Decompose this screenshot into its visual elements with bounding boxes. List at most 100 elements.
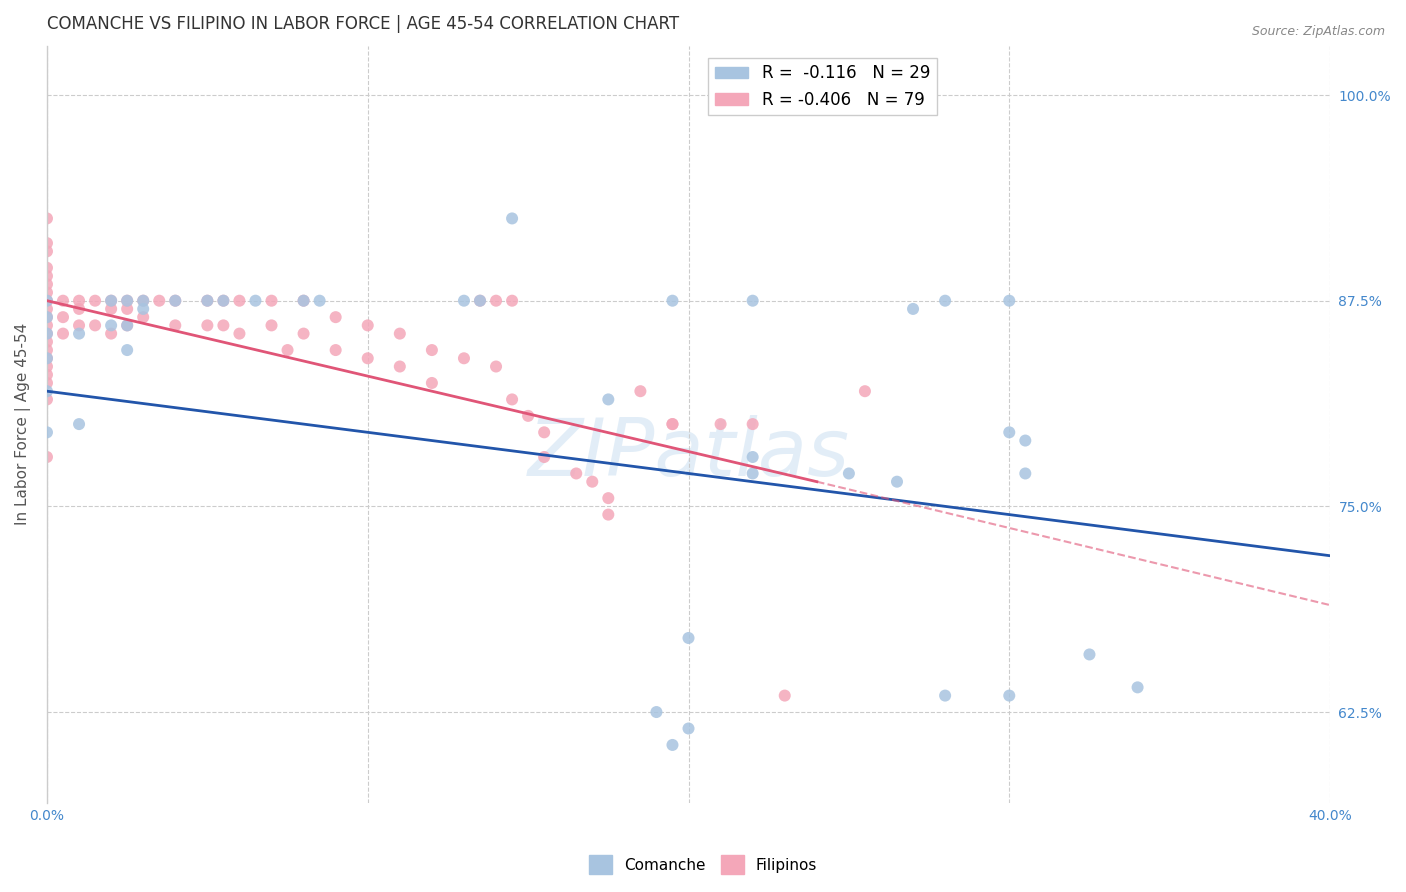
Point [388,359,411,374]
Point [485,359,508,374]
Point [598,508,620,522]
Point [35,326,58,341]
Point [485,293,508,308]
Point [710,417,733,431]
Point [212,293,235,308]
Point [661,738,683,752]
Point [453,293,475,308]
Point [661,417,683,431]
Point [1078,648,1101,662]
Point [533,425,555,440]
Point [741,450,763,464]
Point [132,293,155,308]
Point [245,293,267,308]
Point [661,417,683,431]
Point [453,351,475,366]
Point [741,417,763,431]
Point [1014,434,1036,448]
Point [52,326,75,341]
Point [195,293,218,308]
Point [35,310,58,325]
Point [35,326,58,341]
Point [501,392,523,407]
Legend: Comanche, Filipinos: Comanche, Filipinos [582,849,824,880]
Point [468,293,491,308]
Point [132,293,155,308]
Point [325,343,347,357]
Point [115,318,138,333]
Point [628,384,651,399]
Point [35,425,58,440]
Text: Source: ZipAtlas.com: Source: ZipAtlas.com [1251,25,1385,38]
Point [1014,467,1036,481]
Point [35,293,58,308]
Point [35,359,58,374]
Point [35,268,58,283]
Point [132,310,155,325]
Point [645,705,668,719]
Point [100,293,122,308]
Point [998,293,1021,308]
Point [501,211,523,226]
Point [100,301,122,316]
Point [228,293,250,308]
Point [67,326,90,341]
Point [998,689,1021,703]
Point [35,343,58,357]
Point [838,467,860,481]
Point [260,293,283,308]
Point [212,293,235,308]
Point [388,326,411,341]
Point [35,260,58,275]
Point [84,318,107,333]
Point [420,343,443,357]
Point [357,318,380,333]
Point [468,293,491,308]
Point [292,293,315,308]
Point [35,392,58,407]
Point [35,318,58,333]
Point [806,88,828,103]
Point [35,334,58,349]
Point [277,343,299,357]
Point [517,409,540,423]
Point [325,310,347,325]
Point [67,301,90,316]
Point [165,293,187,308]
Point [35,285,58,300]
Point [52,293,75,308]
Point [67,318,90,333]
Point [115,318,138,333]
Point [1126,681,1149,695]
Point [52,310,75,325]
Point [100,318,122,333]
Point [533,450,555,464]
Point [35,368,58,382]
Point [773,689,796,703]
Point [35,236,58,251]
Point [35,211,58,226]
Point [35,277,58,292]
Point [165,318,187,333]
Point [84,293,107,308]
Point [581,475,603,489]
Point [35,351,58,366]
Point [35,450,58,464]
Point [165,293,187,308]
Point [420,376,443,390]
Point [35,376,58,390]
Point [598,491,620,505]
Point [501,293,523,308]
Legend: R =  -0.116   N = 29, R = -0.406   N = 79: R = -0.116 N = 29, R = -0.406 N = 79 [709,58,936,115]
Point [678,722,700,736]
Point [886,475,908,489]
Point [195,318,218,333]
Point [100,293,122,308]
Point [853,384,876,399]
Text: COMANCHE VS FILIPINO IN LABOR FORCE | AGE 45-54 CORRELATION CHART: COMANCHE VS FILIPINO IN LABOR FORCE | AG… [46,15,679,33]
Point [901,301,924,316]
Point [115,293,138,308]
Point [357,351,380,366]
Point [67,293,90,308]
Point [741,467,763,481]
